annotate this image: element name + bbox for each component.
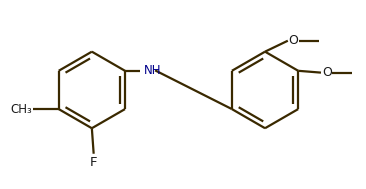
Text: CH₃: CH₃	[11, 103, 32, 116]
Text: NH: NH	[144, 64, 161, 77]
Text: F: F	[90, 156, 97, 170]
Text: O: O	[289, 34, 299, 47]
Text: O: O	[322, 66, 332, 79]
